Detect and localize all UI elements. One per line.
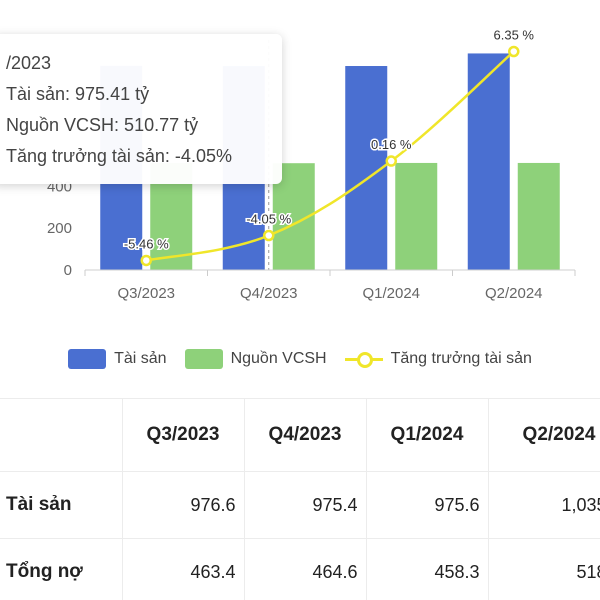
tooltip-line-equity: Nguồn VCSH: 510.77 tỷ: [6, 115, 199, 135]
table-cell: 976.6: [121, 471, 245, 539]
bar-assets-Q2-2024[interactable]: [467, 53, 510, 270]
table-header-cell: Q4/2023: [243, 398, 367, 472]
legend-label-growth: Tăng trưởng tài sản: [390, 350, 532, 367]
chart-tooltip: /2023 Tài sản: 975.41 tỷ Nguồn VCSH: 510…: [0, 34, 282, 184]
table-header-cell: Q3/2023: [121, 398, 245, 472]
table-cell: 458.3: [365, 538, 489, 600]
x-tick-label: Q3/2023: [117, 285, 175, 302]
tooltip-line-growth: Tăng trưởng tài sản: -4.05%: [6, 146, 232, 166]
tooltip-line-assets: Tài sản: 975.41 tỷ: [6, 84, 150, 104]
table-header-cell: Q1/2024: [365, 398, 489, 472]
growth-point-Q2-2024[interactable]: [508, 45, 520, 58]
table-cell: 975.6: [365, 471, 489, 539]
legend-swatch-growth: [344, 349, 383, 369]
table-row-label: Tổng nợ: [0, 538, 123, 600]
bar-equity-Q2-2024[interactable]: [517, 162, 560, 270]
data-table: Q3/2023 Q4/2023 Q1/2024 Q2/2024 Tài sản …: [0, 398, 600, 600]
chart-legend: Tài sản Nguồn VCSH Tăng trưởng tài sản: [0, 346, 600, 372]
growth-data-label: -5.46 %: [124, 236, 169, 251]
table-header-cell: [0, 398, 123, 472]
growth-line: [146, 50, 515, 262]
legend-swatch-assets: [68, 349, 107, 369]
table-row-label: Tài sản: [0, 471, 123, 539]
y-tick-label: 0: [64, 262, 72, 279]
growth-point-Q1-2024[interactable]: [385, 155, 397, 167]
legend-item-assets[interactable]: Tài sản: [68, 349, 167, 369]
growth-point-Q3-2023[interactable]: [140, 254, 152, 267]
table-cell: 1,035.7: [487, 471, 600, 539]
growth-data-label: 0.16 %: [371, 137, 412, 152]
y-tick-label: 200: [47, 220, 72, 237]
legend-swatch-equity: [184, 349, 223, 369]
table-header-cell: Q2/2024: [487, 398, 600, 472]
legend-label-equity: Nguồn VCSH: [230, 350, 327, 367]
table-cell: 463.4: [121, 538, 245, 600]
table-row: Tài sản 976.6 975.4 975.6 1,035.7: [0, 471, 600, 539]
bar-equity-Q1-2024[interactable]: [395, 162, 438, 270]
data-table-wrapper: Q3/2023 Q4/2023 Q1/2024 Q2/2024 Tài sản …: [0, 398, 600, 600]
table-cell: 464.6: [243, 538, 367, 600]
legend-label-assets: Tài sản: [114, 350, 167, 367]
growth-data-label: 6.35 %: [494, 28, 535, 43]
x-tick-label: Q1/2024: [362, 285, 420, 302]
legend-item-equity[interactable]: Nguồn VCSH: [184, 349, 327, 369]
legend-item-growth[interactable]: Tăng trưởng tài sản: [344, 349, 532, 369]
table-cell: 975.4: [243, 471, 367, 539]
growth-data-label: -4.05 %: [246, 212, 291, 227]
growth-point-Q4-2023[interactable]: [263, 229, 275, 242]
table-row: Tổng nợ 463.4 464.6 458.3 518.3: [0, 538, 600, 600]
tooltip-title: /2023: [6, 53, 52, 73]
x-tick-label: Q4/2023: [240, 285, 298, 302]
x-tick-label: Q2/2024: [485, 285, 543, 302]
table-header-row: Q3/2023 Q4/2023 Q1/2024 Q2/2024: [0, 398, 600, 472]
table-cell: 518.3: [487, 538, 600, 600]
